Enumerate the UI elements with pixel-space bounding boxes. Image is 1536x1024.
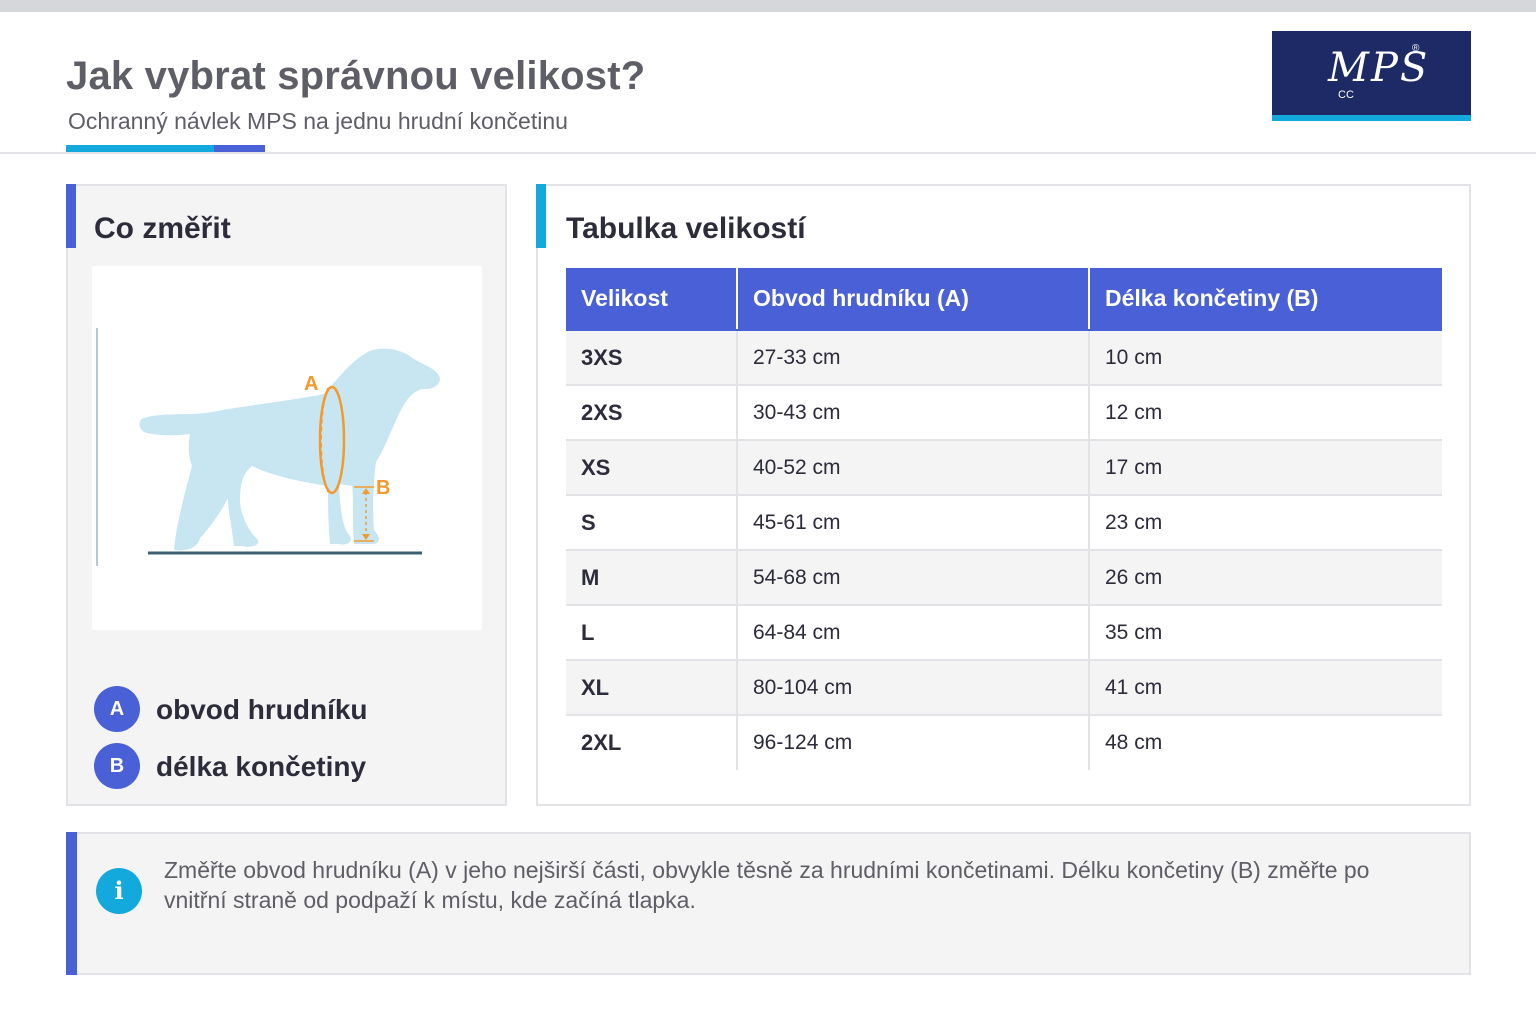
size-table-panel: Tabulka velikostí Velikost Obvod hrudník… bbox=[536, 184, 1471, 806]
size-cell: XS bbox=[566, 440, 738, 496]
chest-cell: 27-33 cm bbox=[737, 330, 1090, 386]
legend-label-a: obvod hrudníku bbox=[156, 694, 368, 725]
chest-cell: 30-43 cm bbox=[737, 385, 1090, 441]
limb-cell: 35 cm bbox=[1089, 605, 1442, 661]
limb-cell: 10 cm bbox=[1089, 330, 1442, 386]
size-table: Velikost Obvod hrudníku (A) Délka končet… bbox=[566, 268, 1442, 770]
page-header: Jak vybrat správnou velikost? Ochranný n… bbox=[0, 12, 1536, 154]
table-row: 2XL 96-124 cm 48 cm bbox=[566, 715, 1442, 770]
logo-sub-mark: CC bbox=[1338, 89, 1354, 101]
page-title: Jak vybrat správnou velikost? bbox=[66, 54, 646, 98]
legend-item-b: B délka končetiny bbox=[94, 743, 494, 789]
logo-text: MPS bbox=[1328, 45, 1430, 91]
size-cell: L bbox=[566, 605, 738, 661]
table-row: M 54-68 cm 26 cm bbox=[566, 550, 1442, 606]
size-table-title: Tabulka velikostí bbox=[566, 212, 806, 245]
dog-illustration: A B bbox=[96, 328, 440, 566]
legend-badge-b: B bbox=[94, 743, 140, 789]
legend-item-a: A obvod hrudníku bbox=[94, 686, 494, 732]
table-row: XS 40-52 cm 17 cm bbox=[566, 440, 1442, 496]
legend-badge-a: A bbox=[94, 686, 140, 732]
limb-cell: 26 cm bbox=[1089, 550, 1442, 606]
size-cell: M bbox=[566, 550, 738, 606]
page-subtitle: Ochranný návlek MPS na jednu hrudní konč… bbox=[68, 108, 568, 134]
table-row: 2XS 30-43 cm 12 cm bbox=[566, 385, 1442, 441]
table-row: S 45-61 cm 23 cm bbox=[566, 495, 1442, 551]
size-cell: 3XS bbox=[566, 330, 738, 386]
top-strip bbox=[0, 0, 1536, 12]
dog-measurement-diagram: A B bbox=[92, 266, 482, 630]
size-cell: 2XS bbox=[566, 385, 738, 441]
limb-cell: 48 cm bbox=[1089, 715, 1442, 770]
limb-cell: 17 cm bbox=[1089, 440, 1442, 496]
legend-label-b: délka končetiny bbox=[156, 751, 367, 782]
header-size: Velikost bbox=[566, 268, 738, 331]
table-row: 3XS 27-33 cm 10 cm bbox=[566, 330, 1442, 386]
size-cell: S bbox=[566, 495, 738, 551]
measure-panel-title: Co změřit bbox=[94, 212, 231, 245]
logo-registered-mark: ® bbox=[1412, 43, 1420, 54]
measure-panel: Co změřit A B A obvod hrudníku B délka k… bbox=[66, 184, 507, 806]
diagram-label-a: A bbox=[304, 373, 318, 395]
limb-cell: 12 cm bbox=[1089, 385, 1442, 441]
limb-cell: 23 cm bbox=[1089, 495, 1442, 551]
panel-accent bbox=[66, 184, 76, 248]
panel-accent bbox=[536, 184, 546, 248]
chest-cell: 45-61 cm bbox=[737, 495, 1090, 551]
accent-bar-blue bbox=[214, 145, 265, 152]
chest-cell: 64-84 cm bbox=[737, 605, 1090, 661]
info-icon: i bbox=[96, 868, 142, 914]
diagram-label-b: B bbox=[376, 477, 390, 499]
header-limb: Délka končetiny (B) bbox=[1089, 268, 1442, 331]
chest-cell: 96-124 cm bbox=[737, 715, 1090, 770]
limb-cell: 41 cm bbox=[1089, 660, 1442, 716]
dog-silhouette bbox=[139, 348, 440, 551]
table-row: L 64-84 cm 35 cm bbox=[566, 605, 1442, 661]
size-cell: XL bbox=[566, 660, 738, 716]
accent-bar-cyan bbox=[66, 145, 214, 152]
header-chest: Obvod hrudníku (A) bbox=[737, 268, 1090, 331]
chest-cell: 80-104 cm bbox=[737, 660, 1090, 716]
table-header-row: Velikost Obvod hrudníku (A) Délka končet… bbox=[566, 268, 1442, 331]
title-accent-bar bbox=[66, 145, 265, 152]
chest-cell: 40-52 cm bbox=[737, 440, 1090, 496]
info-box: i Změřte obvod hrudníku (A) v jeho nejši… bbox=[66, 832, 1471, 975]
size-cell: 2XL bbox=[566, 715, 738, 770]
info-text: Změřte obvod hrudníku (A) v jeho nejširš… bbox=[164, 857, 1370, 913]
mps-logo: MPS ® CC bbox=[1272, 31, 1471, 121]
info-accent bbox=[66, 832, 77, 975]
chest-cell: 54-68 cm bbox=[737, 550, 1090, 606]
table-row: XL 80-104 cm 41 cm bbox=[566, 660, 1442, 716]
